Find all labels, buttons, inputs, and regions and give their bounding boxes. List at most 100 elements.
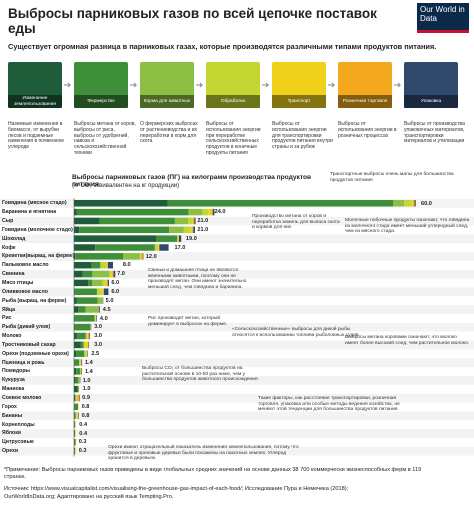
bar-segment (211, 208, 213, 216)
bar-segment (95, 244, 155, 251)
value-label: 1.4 (85, 368, 93, 375)
row-band (0, 305, 474, 315)
bar-segment (90, 323, 92, 331)
bar-segment (393, 200, 405, 207)
row-band (0, 296, 474, 306)
value-label: 12.0 (145, 253, 157, 260)
bar-segment (75, 394, 76, 402)
bar-segment (75, 394, 77, 402)
row-band (0, 278, 474, 288)
bar-segment (74, 253, 76, 260)
stage-icon: Корма для животных (140, 62, 194, 108)
bar-segment (92, 279, 103, 287)
bar-segment (193, 226, 195, 234)
footer-note: *Примечание: Выбросы парниковых газов пр… (4, 467, 422, 480)
value-label: 8.0 (122, 262, 131, 269)
bar-segment (80, 341, 84, 349)
bar-segment (97, 297, 103, 304)
annotation: Производство метана от коров и переработ… (252, 214, 340, 231)
bar-segment (76, 368, 81, 375)
bar-segment (76, 208, 189, 216)
bar-segment (142, 253, 144, 260)
bar-segment (79, 359, 81, 366)
bar-segment (74, 235, 156, 242)
category-label: Орехи (2, 448, 19, 455)
legend-label: Корма для животных (140, 95, 194, 108)
row-band (0, 252, 474, 261)
bar-segment (177, 235, 179, 242)
bar-segment (76, 332, 86, 340)
bar-segment (74, 377, 76, 384)
value-label: 0.3 (78, 448, 87, 455)
bar-segment (83, 341, 89, 349)
arrow (328, 82, 336, 88)
bar-segment (87, 332, 88, 340)
arrow (130, 82, 138, 88)
bar-segment (74, 200, 168, 207)
bar-segment (80, 359, 82, 366)
stage-icon: Розничная торговля (338, 62, 392, 108)
value-label: 1.4 (85, 359, 93, 366)
logo: Our World in Data (417, 3, 469, 33)
category-label: Помидоры (2, 368, 30, 375)
bar-segment (208, 208, 212, 216)
stage-icon: Изменение землепользования (8, 62, 62, 108)
category-label: Корнеплоды (2, 421, 35, 428)
category-label: Маниока (2, 386, 25, 393)
row-band (0, 446, 474, 456)
row-band (0, 269, 474, 279)
category-label: Пальмовое масло (2, 262, 49, 269)
bar-segment (80, 359, 81, 366)
bar-segment (103, 288, 109, 295)
bar-segment (169, 226, 184, 234)
bar-segment (79, 226, 170, 234)
bar-segment (74, 279, 89, 287)
value-label: 4.0 (99, 315, 108, 322)
bar-segment (98, 306, 99, 313)
annotation: Рис производит метан, который доминирует… (148, 316, 228, 327)
bar-segment (92, 270, 109, 278)
row-band (0, 243, 474, 253)
bar-segment (102, 297, 104, 304)
bar-segment (188, 217, 193, 225)
bar-segment (74, 350, 77, 357)
stage-icon: Транспорт (272, 62, 326, 108)
row-band (0, 393, 474, 403)
arrow (262, 82, 270, 88)
value-label: 24.0 (214, 209, 226, 216)
chart-subtitle: (кг CO₂ эквивалентен на кг продукции) (72, 183, 180, 189)
bar-segment (183, 226, 190, 234)
bar-segment (78, 403, 79, 411)
category-label: Креветки(выращ. на ферме) (2, 253, 75, 260)
bar-segment (404, 200, 412, 207)
bar-segment (74, 306, 79, 313)
category-label: Рис (2, 315, 12, 322)
footer-source: Источник: https://www.visualcapitalist.c… (4, 486, 349, 492)
bar-segment (178, 235, 182, 242)
bar-segment (94, 315, 96, 322)
bar-segment (113, 270, 116, 278)
bar-segment (74, 297, 77, 304)
annotation: Орехи имеют отрицательный показатель изм… (108, 445, 299, 462)
row-band (0, 340, 474, 350)
bar-segment (78, 385, 80, 393)
bar-segment (158, 244, 159, 251)
category-label: Кукуруза (2, 377, 25, 384)
stage-description: Наземные изменения в биомассе, от вырубк… (8, 121, 64, 151)
row-band (0, 322, 474, 332)
category-label: Баранина и ягнятина (2, 209, 57, 216)
bar-segment (74, 412, 76, 419)
bar-segment (159, 244, 169, 251)
row-band (0, 287, 474, 297)
bar-segment (85, 306, 99, 313)
bar-segment (74, 288, 97, 295)
bar-segment (75, 421, 76, 428)
bar-segment (194, 217, 196, 225)
bar-segment (99, 217, 175, 225)
value-label: 7.0 (117, 271, 125, 278)
bar-segment (74, 447, 76, 455)
bar-segment (155, 235, 178, 242)
bar-segment (80, 368, 82, 375)
value-label: 0.4 (79, 421, 88, 428)
